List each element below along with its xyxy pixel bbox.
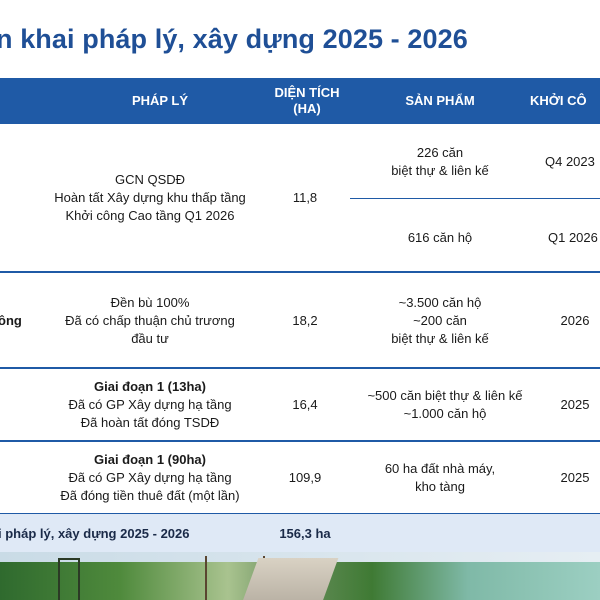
table-row: Giai đoạn 1 (90ha) Đã có GP Xây dựng hạ … (0, 442, 600, 514)
row-divider (0, 440, 600, 442)
photo-sky (0, 552, 600, 562)
row-dien-tich: 109,9 (288, 470, 322, 485)
table-row: ông Đền bù 100% Đã có chấp thuận chủ trư… (0, 273, 600, 368)
phap-ly-line: Khởi công Cao tầng Q1 2026 (65, 208, 235, 223)
row-divider (0, 367, 600, 369)
row-dien-tich: 18,2 (292, 312, 318, 328)
table-row: GCN QSDĐ Hoàn tất Xây dựng khu thấp tầng… (0, 124, 600, 272)
row-khoi-cong: Q4 2023 (545, 154, 595, 169)
total-row: i pháp lý, xây dựng 2025 - 2026 156,3 ha (0, 514, 600, 552)
table-row: Giai đoạn 1 (13ha) Đã có GP Xây dựng hạ … (0, 369, 600, 441)
row-san-pham: 616 căn hộ (407, 230, 473, 245)
project-photo (0, 552, 600, 600)
page-title: n khai pháp lý, xây dựng 2025 - 2026 (0, 24, 468, 54)
sub-divider (350, 198, 600, 199)
san-pham-line: kho tàng (415, 479, 465, 494)
row-khoi-cong: 2026 (560, 312, 590, 328)
header-dien-tich-line2: (HA) (293, 101, 321, 116)
photo-tower (58, 558, 80, 600)
phap-ly-line: Đã hoàn tất đóng TSDĐ (80, 415, 220, 430)
phap-ly-line: GCN QSDĐ (114, 172, 186, 187)
row-san-pham: ~3.500 căn hộ ~200 căn biệt thự & liên k… (350, 273, 530, 368)
header-khoi-cong: KHỞI CÔ (530, 93, 587, 108)
header-dien-tich-line1: DIỆN TÍCH (274, 85, 340, 100)
san-pham-line: biệt thự & liên kế (391, 330, 489, 346)
phap-ly-line: Đã có GP Xây dựng hạ tầng (68, 397, 232, 412)
phap-ly-line: Đã có chấp thuận chủ trương (65, 312, 235, 328)
row-khoi-cong: 2025 (560, 470, 590, 485)
row-san-pham: 226 căn biệt thự & liên kế (350, 136, 530, 188)
row-divider (0, 271, 600, 273)
phap-ly-line: đầu tư (131, 330, 169, 346)
san-pham-line: 60 ha đất nhà máy, (384, 461, 496, 476)
san-pham-line: ~1.000 căn hộ (403, 406, 487, 421)
row-dien-tich: 16,4 (292, 397, 318, 412)
san-pham-line: ~200 căn (413, 312, 467, 328)
header-san-pham: SẢN PHẨM (405, 93, 475, 108)
row-phap-ly: Giai đoạn 1 (13ha) Đã có GP Xây dựng hạ … (20, 369, 280, 441)
phap-ly-line: Đã có GP Xây dựng hạ tầng (68, 470, 232, 485)
row-name: ông (0, 312, 22, 328)
photo-road (241, 558, 339, 600)
phap-ly-line: Đền bù 100% (110, 294, 190, 310)
san-pham-line: 226 căn (416, 145, 464, 160)
phap-ly-line: Hoàn tất Xây dựng khu thấp tầng (54, 190, 246, 205)
phap-ly-line: Đã đóng tiền thuê đất (một lần) (60, 488, 240, 503)
row-phap-ly: Giai đoạn 1 (90ha) Đã có GP Xây dựng hạ … (20, 442, 280, 514)
phap-ly-phase: Giai đoạn 1 (90ha) (94, 452, 206, 467)
phap-ly-phase: Giai đoạn 1 (13ha) (94, 379, 206, 394)
row-san-pham: ~500 căn biệt thự & liên kế ~1.000 căn h… (345, 369, 545, 441)
san-pham-line: biệt thự & liên kế (391, 163, 489, 178)
san-pham-line: ~3.500 căn hộ (398, 294, 482, 310)
table-header: PHÁP LÝ DIỆN TÍCH (HA) SẢN PHẨM KHỞI CÔ (0, 78, 600, 124)
total-label: i pháp lý, xây dựng 2025 - 2026 (0, 525, 190, 541)
header-phap-ly: PHÁP LÝ (131, 93, 189, 108)
title-bar: n khai pháp lý, xây dựng 2025 - 2026 (0, 0, 600, 78)
san-pham-line: ~500 căn biệt thự & liên kế (367, 388, 523, 403)
row-phap-ly: Đền bù 100% Đã có chấp thuận chủ trương … (30, 273, 270, 368)
header-dien-tich: DIỆN TÍCH (HA) (262, 78, 352, 124)
row-dien-tich: 11,8 (292, 190, 318, 205)
row-phap-ly: GCN QSDĐ Hoàn tất Xây dựng khu thấp tầng… (20, 124, 280, 272)
row-san-pham: 60 ha đất nhà máy, kho tàng (345, 442, 535, 514)
row-khoi-cong: Q1 2026 (548, 230, 598, 245)
total-value: 156,3 ha (279, 525, 331, 541)
row-khoi-cong: 2025 (560, 397, 590, 412)
